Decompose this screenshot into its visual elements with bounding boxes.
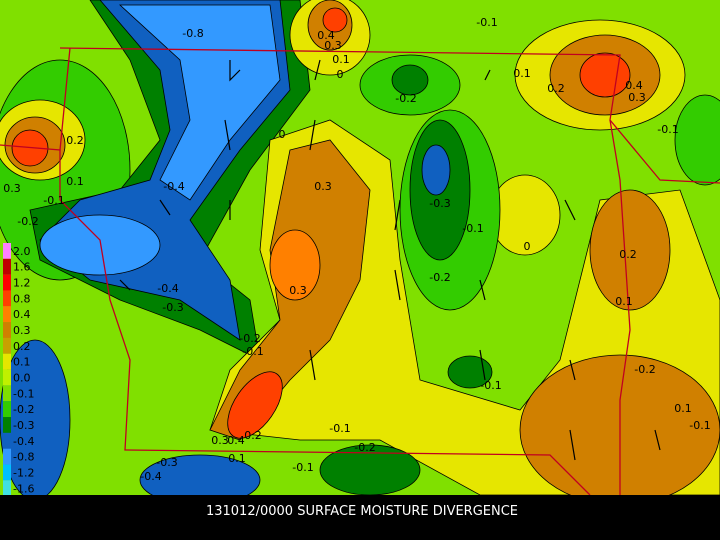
contour-label: -0.1 [292,461,313,474]
contour-label: 0.4 [625,79,643,92]
footer-band [0,495,720,540]
legend-label: 0.2 [13,340,31,353]
legend-label: 0.0 [13,372,31,385]
contour-label: 0.2 [619,248,637,261]
legend-swatch [3,401,11,418]
legend-swatch [3,432,11,449]
contour-label: 0.1 [228,452,246,465]
contour-label: 0.1 [615,295,633,308]
contour-label: 0.2 [66,134,84,147]
legend-label: -0.1 [13,387,34,400]
contour-label: 0.4 [227,434,245,447]
legend-label: -1.2 [13,466,34,479]
legend-label: 0.4 [13,308,31,321]
contour-label: -0.3 [162,301,183,314]
legend-label: 1.6 [13,261,31,274]
contour-label: -0.1 [242,345,263,358]
contour-label: 0.3 [3,182,21,195]
legend-swatch [3,369,11,386]
legend-label: -0.8 [13,451,34,464]
legend-label: 1.2 [13,277,31,290]
contour-label: 0 [337,68,344,81]
contour-label: -0.2 [429,271,450,284]
contour-label: -0.4 [157,282,178,295]
legend-label: -0.3 [13,419,34,432]
legend-swatch [3,258,11,275]
contour-label: -0.4 [163,180,184,193]
contour-label: -0.2 [239,332,260,345]
legend-swatch [3,385,11,402]
contour-label: 0 [279,128,286,141]
contour-label: 0.4 [317,29,335,42]
contour-label: -0.1 [329,422,350,435]
contour-label: -0.1 [689,419,710,432]
legend-label: -0.4 [13,435,34,448]
contour-label: -0.1 [43,194,64,207]
contour-label: 0.2 [244,429,262,442]
footer-title: 131012/0000 SURFACE MOISTURE DIVERGENCE [206,504,518,519]
legend-swatch [3,464,11,481]
legend-swatch [3,353,11,370]
contour-label: -0.2 [634,363,655,376]
contour-label: -0.1 [462,222,483,235]
legend-label: 2.0 [13,245,31,258]
legend-label: 0.8 [13,292,31,305]
contour-labels: -0.8 0.40.30.10-0.10.10.2 0.40.3-0.1-0.200… [3,16,710,483]
contour-label: -0.2 [395,92,416,105]
wind-barbs [119,59,661,461]
contour-label: 0.3 [289,284,307,297]
legend-swatch [3,274,11,291]
contour-label: -0.4 [140,470,161,483]
contour-label: 0.2 [547,82,565,95]
legend-label: 0.1 [13,356,31,369]
legend-swatch [3,337,11,354]
contour-label: -0.1 [476,16,497,29]
contour-label: 0.1 [513,67,531,80]
legend-label: 0.3 [13,324,31,337]
legend-swatch [3,306,11,323]
legend-swatch [3,243,11,259]
contour-label: -0.2 [354,441,375,454]
contour-label: 0.1 [332,53,350,66]
contour-label: 0.1 [674,402,692,415]
contour-label: 0 [524,240,531,253]
contour-label: 0.3 [628,91,646,104]
legend-swatch [3,290,11,307]
borders [0,47,720,496]
contour-label: 0.3 [211,434,229,447]
legend-swatch [3,322,11,338]
legend-swatch [3,448,11,465]
contour-label: 0.1 [66,175,84,188]
contour-label: -0.3 [156,456,177,469]
contour-label: -0.8 [182,27,203,40]
contour-label: -0.1 [657,123,678,136]
contour-label: -0.1 [480,379,501,392]
contour-label: 0.3 [324,39,342,52]
legend-label: -0.2 [13,403,34,416]
contour-label: -0.2 [17,215,38,228]
contour-label: 0.3 [314,180,332,193]
legend: 2.0 1.6 1.2 0.8 0.4 0.3 0.2 0.1 0.0 -0.1 -0.2 -0.3 -… [3,243,34,512]
contour-label: -0.3 [429,197,450,210]
legend-swatch [3,480,11,497]
legend-swatch [3,417,11,433]
legend-label: -1.6 [13,482,34,495]
